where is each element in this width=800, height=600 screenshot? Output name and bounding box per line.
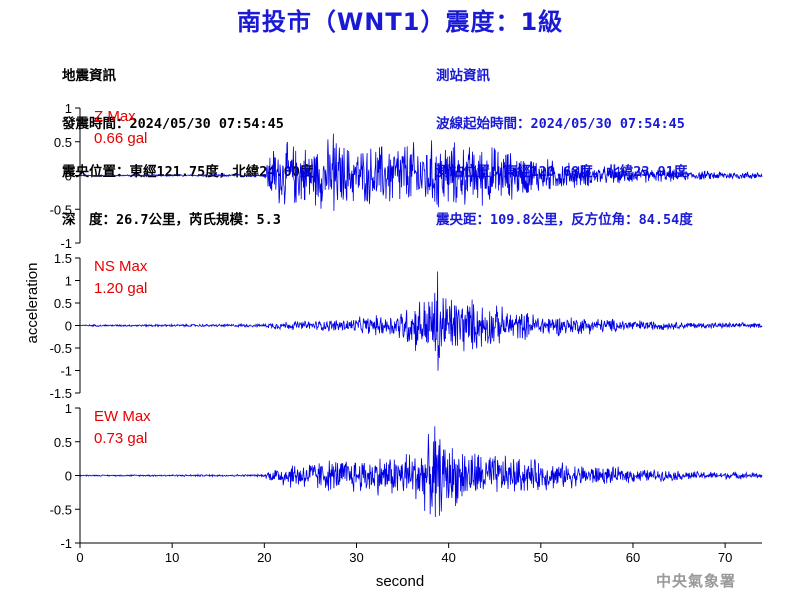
y-tick-label: -1 bbox=[60, 236, 72, 251]
page-title: 南投市（WNT1）震度：1級 bbox=[236, 8, 564, 36]
y-tick-label: 1 bbox=[65, 274, 72, 289]
x-tick-label: 10 bbox=[165, 550, 179, 565]
y-tick-label: -1.5 bbox=[50, 386, 72, 401]
max-value: 0.66 gal bbox=[94, 130, 147, 147]
y-tick-label: 0.5 bbox=[54, 435, 72, 450]
station-info: 測站資訊 波線起始時間：2024/05/30 07:54:45 測站位置：東經1… bbox=[436, 36, 693, 244]
quake-info: 地震資訊 發震時間：2024/05/30 07:54:45 震央位置：東經121… bbox=[62, 36, 313, 244]
x-tick-label: 30 bbox=[349, 550, 363, 565]
y-tick-label: 1 bbox=[65, 401, 72, 416]
y-tick-label: 1.5 bbox=[54, 251, 72, 266]
x-tick-label: 70 bbox=[718, 550, 732, 565]
agency-name: 中央氣象署 bbox=[656, 572, 737, 590]
y-tick-label: 0.5 bbox=[54, 135, 72, 150]
y-tick-label: 0.5 bbox=[54, 296, 72, 311]
y-tick-label: 1 bbox=[65, 101, 72, 116]
y-axis-label: acceleration bbox=[24, 263, 41, 344]
y-tick-label: -1 bbox=[60, 364, 72, 379]
max-label: NS Max bbox=[94, 258, 148, 275]
y-tick-label: 0 bbox=[65, 319, 72, 334]
waveform-trace-z bbox=[79, 133, 763, 211]
quake-time: 發震時間：2024/05/30 07:54:45 bbox=[62, 116, 284, 132]
max-value: 1.20 gal bbox=[94, 280, 147, 297]
waveform-trace-ns bbox=[79, 271, 763, 371]
x-tick-label: 50 bbox=[534, 550, 548, 565]
x-axis-label: second bbox=[376, 573, 424, 590]
y-tick-label: 0 bbox=[65, 169, 72, 184]
y-tick-label: -0.5 bbox=[50, 202, 72, 217]
x-tick-label: 0 bbox=[76, 550, 83, 565]
y-tick-label: 0 bbox=[65, 469, 72, 484]
waveform-trace-ew bbox=[79, 426, 763, 518]
x-tick-label: 20 bbox=[257, 550, 271, 565]
station-wave-time: 波線起始時間：2024/05/30 07:54:45 bbox=[436, 116, 685, 132]
y-tick-label: -0.5 bbox=[50, 502, 72, 517]
max-value: 0.73 gal bbox=[94, 430, 147, 447]
quake-info-heading: 地震資訊 bbox=[62, 68, 116, 84]
x-tick-label: 60 bbox=[626, 550, 640, 565]
quake-depth-magnitude: 深 度：26.7公里，芮氏規模：5.3 bbox=[62, 212, 281, 228]
max-label: EW Max bbox=[94, 408, 151, 425]
y-tick-label: -0.5 bbox=[50, 341, 72, 356]
x-tick-label: 40 bbox=[441, 550, 455, 565]
max-label: Z Max bbox=[94, 108, 136, 125]
station-info-heading: 測站資訊 bbox=[436, 68, 490, 84]
y-tick-label: -1 bbox=[60, 536, 72, 551]
station-distance: 震央距：109.8公里，反方位角：84.54度 bbox=[436, 212, 693, 228]
